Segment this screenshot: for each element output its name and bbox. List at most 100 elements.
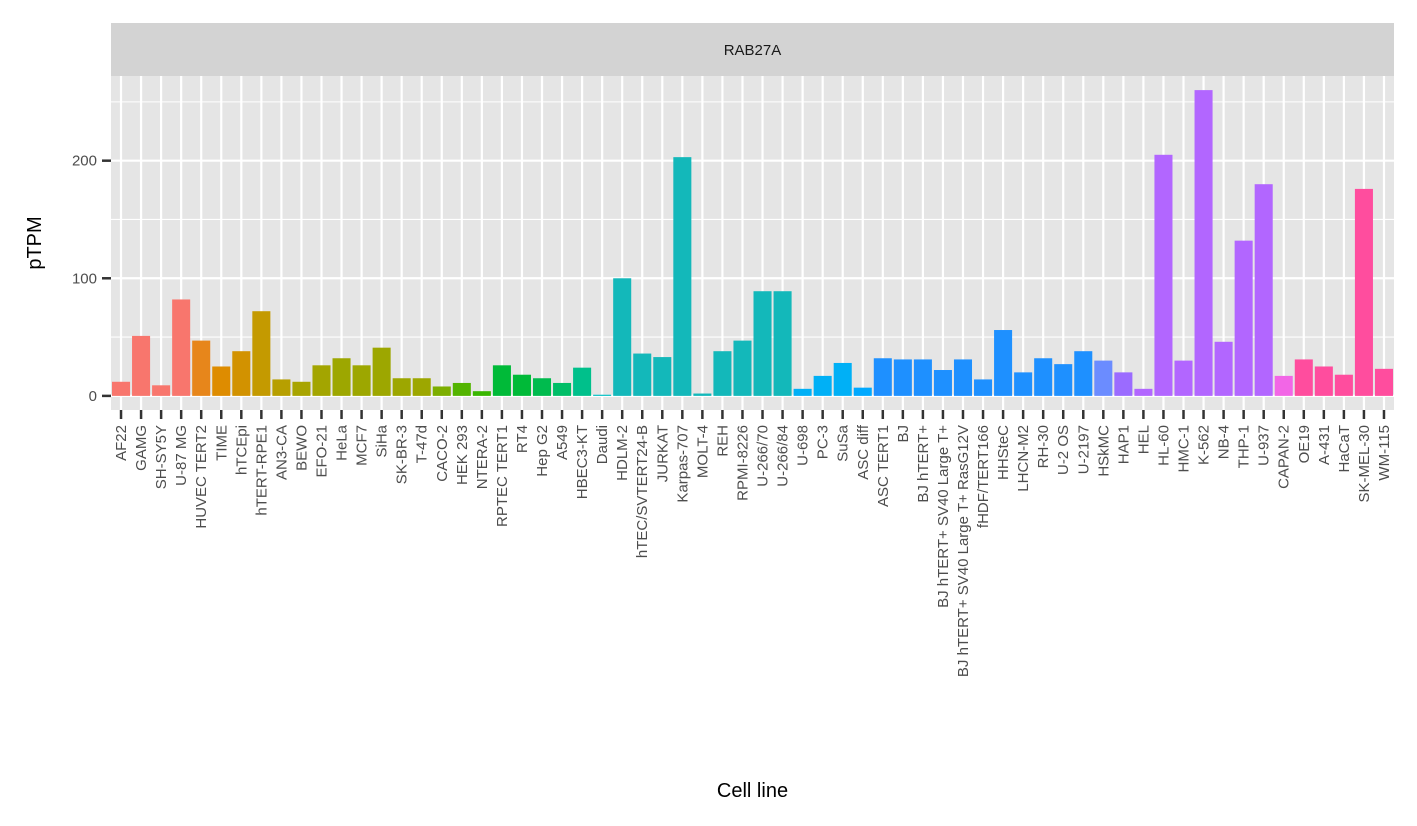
bar	[212, 366, 231, 396]
bar	[693, 393, 712, 396]
facet-label: RAB27A	[724, 42, 782, 59]
x-tick-label: THP-1	[1236, 425, 1253, 468]
x-tick-label: HAP1	[1115, 425, 1132, 464]
x-tick-label: Daudi	[594, 425, 611, 464]
bar	[232, 351, 251, 396]
x-tick-label: RT4	[514, 425, 531, 453]
bar	[733, 340, 752, 396]
y-tick-label: 100	[72, 270, 97, 287]
x-tick-label: HHSteC	[995, 425, 1012, 480]
bar	[312, 365, 331, 396]
bar	[272, 379, 291, 396]
bar	[633, 353, 652, 396]
x-tick-label: JURKAT	[654, 425, 671, 482]
x-tick-label: U-937	[1256, 425, 1273, 466]
x-tick-label: U-266/84	[775, 425, 792, 487]
bar	[1174, 360, 1193, 396]
bar	[753, 291, 772, 396]
x-tick-label: BEWO	[293, 425, 310, 471]
x-tick-label: MCF7	[354, 425, 371, 466]
x-tick-label: A549	[554, 425, 571, 460]
x-tick-label: hTERT-RPE1	[253, 425, 270, 516]
plot-panel	[111, 76, 1394, 410]
bar	[372, 347, 391, 396]
x-tick-label: CAPAN-2	[1276, 425, 1293, 489]
bar	[793, 388, 812, 396]
bar	[553, 382, 572, 396]
bar	[1134, 388, 1153, 396]
bar	[252, 311, 271, 396]
x-tick-label: SK-MEL-30	[1356, 425, 1373, 503]
bar	[392, 378, 411, 396]
x-tick-label: ASC diff	[855, 424, 872, 480]
x-tick-label: BJ hTERT+ SV40 Large T+ RasG12V	[955, 425, 972, 677]
y-axis-title: pTPM	[24, 216, 46, 269]
x-tick-label: HDLM-2	[614, 425, 631, 481]
bar	[1334, 374, 1353, 396]
x-tick-label: hTCEpi	[233, 425, 250, 475]
x-axis: AF22 GAMG SH-SY5Y U-87 MG HUVEC TERT2 TIME hTC…	[113, 410, 1393, 677]
bar	[1194, 90, 1213, 396]
bar	[1154, 154, 1173, 396]
minor-gridlines	[111, 101, 1394, 338]
bar	[192, 340, 211, 396]
x-tick-label: K-562	[1196, 425, 1213, 465]
x-tick-label: HMC-1	[1176, 425, 1193, 473]
x-tick-label: RH-30	[1035, 425, 1052, 468]
facet-strip	[111, 23, 1394, 76]
bar	[994, 330, 1013, 396]
x-tick-label: U-2197	[1075, 425, 1092, 474]
bar	[1274, 375, 1293, 396]
bar	[492, 365, 511, 396]
x-tick-label: NB-4	[1216, 425, 1233, 459]
bar	[953, 359, 973, 396]
bar	[1254, 184, 1273, 396]
x-tick-label: U-266/70	[755, 425, 772, 487]
bar	[1034, 358, 1053, 396]
bar	[1314, 366, 1333, 396]
bar	[653, 357, 672, 396]
x-tick-label: LHCN-M2	[1015, 425, 1032, 492]
x-tick-label: U-2 OS	[1055, 425, 1072, 475]
x-tick-label: ASC TERT1	[875, 425, 892, 507]
bar	[974, 379, 993, 396]
bar	[933, 370, 952, 396]
x-tick-label: GAMG	[133, 425, 150, 471]
x-tick-label: HL-60	[1155, 425, 1172, 466]
bar	[1214, 341, 1233, 396]
x-tick-label: BJ	[895, 425, 912, 443]
x-tick-label: HBEC3-KT	[574, 425, 591, 499]
x-tick-label: T-47d	[414, 425, 431, 463]
x-tick-label: BJ hTERT+	[915, 425, 932, 503]
bar	[132, 335, 151, 396]
x-tick-label: SiHa	[374, 424, 391, 457]
bar	[512, 374, 531, 396]
x-axis-title: Cell line	[717, 780, 788, 802]
x-tick-label: SH-SY5Y	[153, 425, 170, 489]
x-tick-label: HSkMC	[1095, 425, 1112, 477]
x-tick-label: Hep G2	[534, 425, 551, 477]
bar	[893, 359, 912, 396]
bar	[873, 358, 892, 396]
bar	[813, 375, 832, 396]
bar	[152, 385, 171, 396]
x-tick-label: PC-3	[815, 425, 832, 459]
bars	[112, 90, 1393, 396]
x-tick-label: hTEC/SVTERT24-B	[634, 425, 651, 558]
bar	[713, 351, 732, 396]
x-tick-label: OE19	[1296, 425, 1313, 463]
x-tick-label: AN3-CA	[273, 425, 290, 480]
bar	[1014, 372, 1033, 396]
bar	[112, 381, 131, 396]
x-tick-label: HEL	[1135, 425, 1152, 454]
x-tick-label: U-698	[795, 425, 812, 466]
bar	[1374, 368, 1393, 396]
y-axis: 0 100 200	[72, 153, 111, 405]
bar	[833, 362, 852, 396]
x-tick-label: HUVEC TERT2	[193, 425, 210, 529]
bar	[573, 367, 592, 396]
bar	[673, 157, 692, 396]
x-tick-label: SuSa	[835, 424, 852, 461]
bar	[472, 391, 491, 396]
